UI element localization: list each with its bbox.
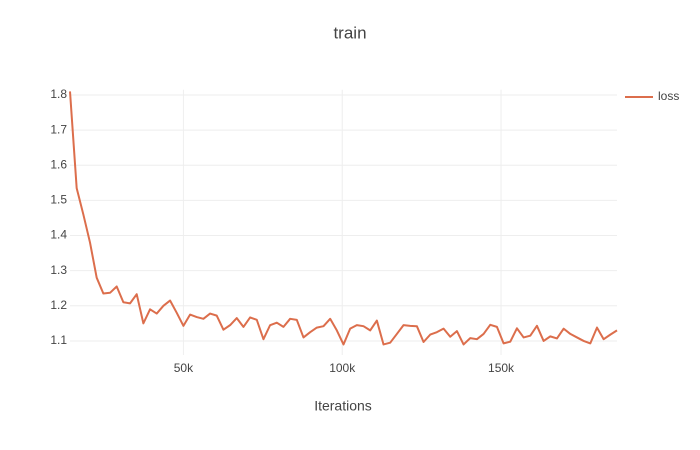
x-tick-label: 150k	[488, 361, 515, 375]
y-tick-label: 1.7	[50, 122, 67, 136]
x-tick-label: 100k	[329, 361, 356, 375]
x-axis-label: Iterations	[314, 398, 372, 414]
y-tick-label: 1.5	[50, 193, 67, 207]
line-series	[69, 91, 618, 346]
x-tick-label: 50k	[174, 361, 194, 375]
y-tick-label: 1.2	[50, 298, 67, 312]
y-tick-label: 1.8	[50, 87, 67, 101]
chart-title: train	[333, 23, 366, 42]
y-tick-label: 1.3	[50, 263, 67, 277]
y-tick-label: 1.1	[50, 333, 67, 347]
y-tick-label: 1.6	[50, 157, 67, 171]
y-tick-label: 1.4	[50, 228, 67, 242]
legend-label: loss	[658, 89, 679, 103]
